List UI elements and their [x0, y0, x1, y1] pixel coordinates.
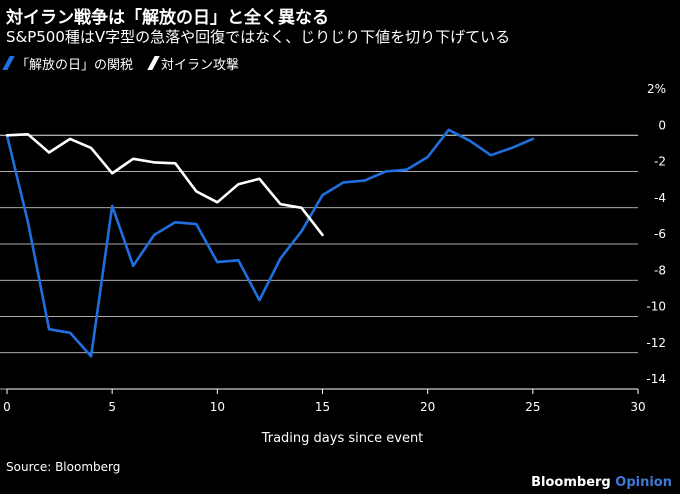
y-tick-label: -12: [646, 336, 666, 350]
legend: 「解放の日」の関税 対イラン攻撃: [2, 54, 240, 73]
x-tick-label: 15: [315, 400, 330, 414]
brand-logo: Bloomberg Opinion: [531, 475, 672, 490]
chart-title: 対イラン戦争は「解放の日」と全く異なる: [6, 8, 329, 28]
legend-item-iran: 対イラン攻撃: [147, 54, 240, 73]
series-line-liberation-day: [5, 128, 535, 358]
x-tick-label: 0: [3, 400, 11, 414]
x-axis-label: Trading days since event: [261, 431, 424, 446]
y-tick-label: -14: [646, 372, 666, 386]
x-tick-label: 20: [420, 400, 435, 414]
x-tick-label: 10: [210, 400, 225, 414]
y-tick-label: -10: [646, 300, 666, 314]
y-tick-label: -2: [654, 155, 666, 169]
source-note: Source: Bloomberg: [6, 460, 121, 474]
brand-suffix: Opinion: [615, 475, 672, 490]
y-tick-label: -4: [654, 191, 666, 205]
brand-name: Bloomberg: [531, 475, 611, 490]
chart-subtitle: S&P500種はV字型の急落や回復ではなく、じりじり下値を切り下げている: [6, 28, 511, 46]
series-line-iran-attack: [5, 133, 324, 237]
y-tick-label: -6: [654, 227, 666, 241]
x-tick-label: 25: [525, 400, 540, 414]
x-tick-label: 30: [630, 400, 645, 414]
legend-item-liberation: 「解放の日」の関税: [2, 54, 134, 73]
y-tick-label: -8: [654, 263, 666, 277]
legend-label-iran: 対イラン攻撃: [161, 57, 240, 73]
y-tick-label: 0: [658, 118, 666, 132]
x-tick-label: 5: [108, 400, 116, 414]
legend-label-liberation: 「解放の日」の関税: [16, 57, 134, 73]
y-tick-label: 2%: [647, 82, 666, 96]
